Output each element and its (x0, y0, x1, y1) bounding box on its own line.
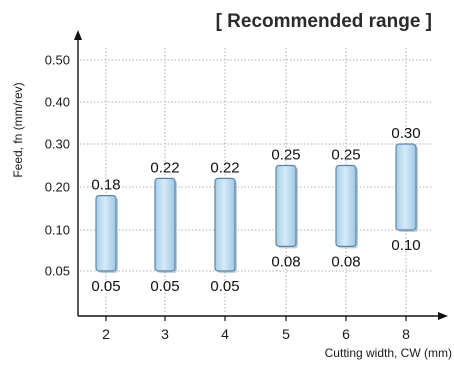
high-value-label: 0.25 (271, 147, 300, 164)
y-ticks: 0.05 0.10 0.20 0.30 0.40 0.50 (45, 53, 70, 279)
range-bar (335, 164, 357, 248)
x-axis-arrow (438, 312, 448, 320)
x-tick-label: 8 (402, 326, 410, 342)
chart-title: [ Recommended range ] (216, 11, 432, 32)
low-value-label: 0.05 (91, 278, 120, 295)
range-bar (275, 164, 297, 248)
y-axis-arrow (74, 30, 82, 40)
y-axis-label: Feed, fn (mm/rev) (11, 82, 25, 177)
bars (95, 143, 418, 273)
x-ticks: 2 3 4 5 6 8 (102, 316, 410, 342)
range-bar (95, 195, 117, 272)
x-tick-label: 5 (282, 326, 290, 342)
y-tick-label: 0.10 (45, 223, 70, 238)
x-axis-label: Cutting width, CW (mm) (325, 346, 452, 360)
high-value-label: 0.22 (210, 159, 239, 176)
high-value-label: 0.30 (391, 125, 420, 142)
low-value-label: 0.05 (210, 278, 239, 295)
low-value-label: 0.05 (150, 278, 179, 295)
range-bar (154, 177, 176, 272)
y-tick-label: 0.05 (45, 264, 70, 279)
low-value-label: 0.10 (391, 237, 420, 254)
data-labels: 0.18 0.05 0.22 0.05 0.22 0.05 0.25 0.08 0.25 0.08… (91, 125, 420, 295)
grid (80, 48, 432, 314)
range-bar (395, 143, 417, 231)
range-bar (214, 177, 236, 272)
x-tick-label: 6 (342, 326, 350, 342)
y-tick-label: 0.50 (45, 53, 70, 68)
y-tick-label: 0.30 (45, 137, 70, 152)
low-value-label: 0.08 (271, 253, 300, 270)
low-value-label: 0.08 (331, 253, 360, 270)
y-tick-label: 0.40 (45, 95, 70, 110)
high-value-label: 0.22 (150, 159, 179, 176)
x-tick-label: 4 (221, 326, 229, 342)
x-tick-label: 3 (161, 326, 169, 342)
y-tick-label: 0.20 (45, 180, 70, 195)
x-tick-label: 2 (102, 326, 110, 342)
high-value-label: 0.18 (91, 177, 120, 194)
high-value-label: 0.25 (331, 147, 360, 164)
